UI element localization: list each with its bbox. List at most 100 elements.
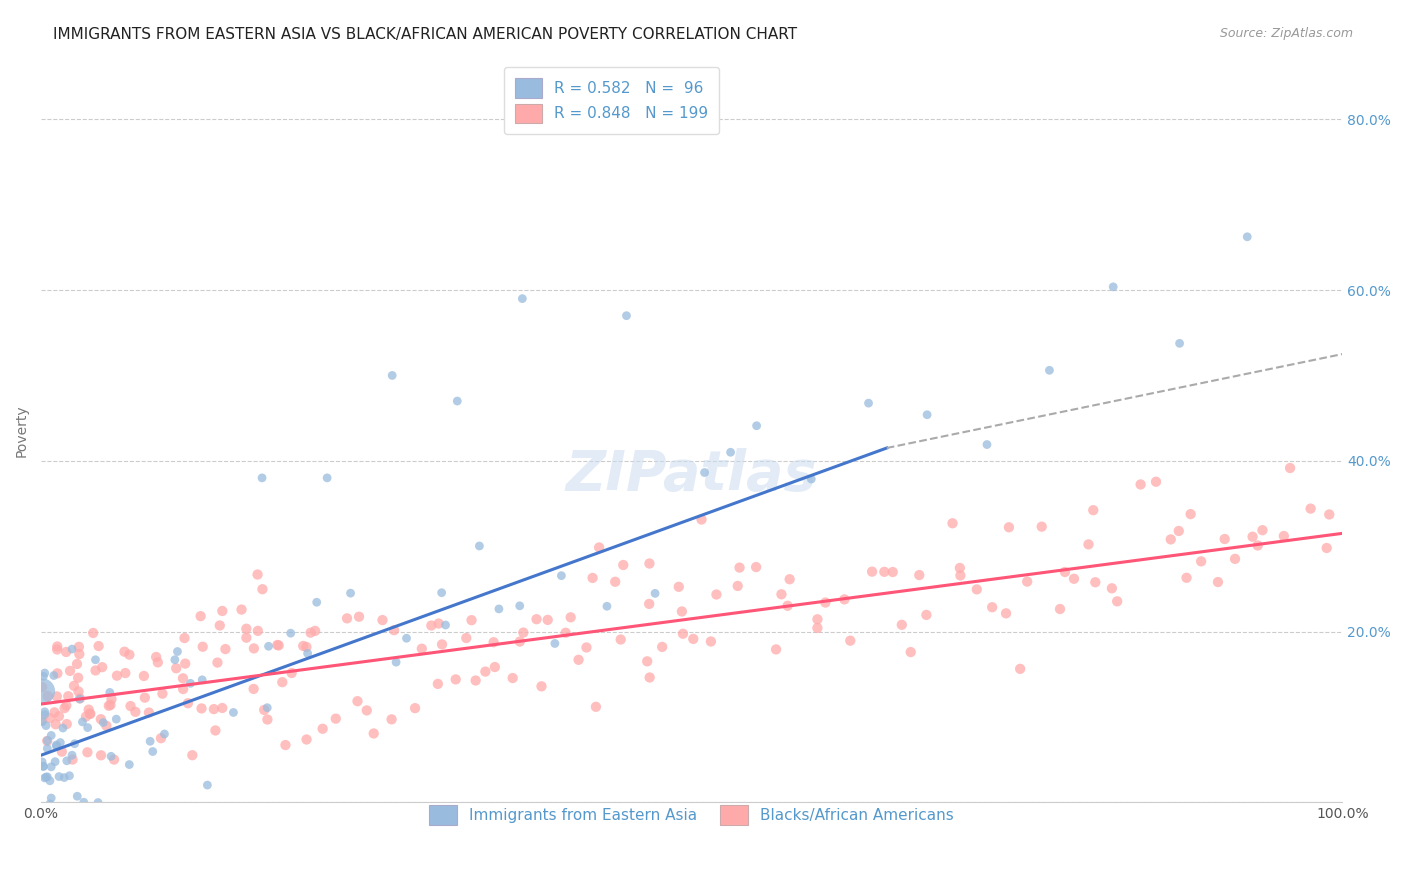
Text: IMMIGRANTS FROM EASTERN ASIA VS BLACK/AFRICAN AMERICAN POVERTY CORRELATION CHART: IMMIGRANTS FROM EASTERN ASIA VS BLACK/AF…	[53, 27, 797, 42]
Point	[153, 727, 176, 741]
Point	[31, 684, 53, 698]
Point	[311, 722, 333, 736]
Point	[502, 671, 524, 685]
Point	[214, 642, 236, 657]
Point	[839, 633, 862, 648]
Point	[1084, 575, 1107, 590]
Point	[38, 711, 60, 725]
Point	[1049, 602, 1071, 616]
Point	[39, 773, 62, 788]
Point	[242, 681, 264, 696]
Point	[426, 677, 449, 691]
Point	[770, 587, 793, 601]
Point	[363, 726, 385, 740]
Point	[32, 881, 55, 892]
Point	[860, 565, 883, 579]
Point	[280, 626, 302, 640]
Point	[668, 580, 690, 594]
Point	[297, 647, 319, 661]
Point	[211, 604, 233, 618]
Point	[39, 797, 62, 811]
Point	[636, 654, 658, 668]
Point	[55, 717, 77, 731]
Point	[430, 585, 453, 599]
Point	[1160, 533, 1182, 547]
Point	[38, 834, 60, 848]
Point	[72, 714, 94, 729]
Point	[252, 582, 274, 597]
Point	[139, 734, 162, 748]
Point	[46, 640, 69, 654]
Point	[60, 748, 83, 763]
Legend: Immigrants from Eastern Asia, Blacks/African Americans: Immigrants from Eastern Asia, Blacks/Afr…	[419, 795, 965, 836]
Point	[1102, 280, 1125, 294]
Point	[204, 723, 226, 738]
Point	[97, 698, 120, 713]
Point	[41, 816, 63, 830]
Point	[690, 512, 713, 526]
Point	[63, 737, 86, 751]
Point	[444, 673, 467, 687]
Point	[45, 690, 67, 704]
Point	[356, 703, 378, 717]
Point	[305, 595, 328, 609]
Point	[98, 685, 121, 699]
Point	[45, 739, 67, 754]
Point	[179, 676, 201, 690]
Point	[420, 618, 443, 632]
Point	[998, 520, 1021, 534]
Point	[256, 713, 278, 727]
Point	[1107, 594, 1129, 608]
Point	[1083, 503, 1105, 517]
Point	[1213, 532, 1236, 546]
Point	[114, 645, 136, 659]
Point	[304, 624, 326, 638]
Point	[720, 445, 742, 459]
Point	[118, 648, 141, 662]
Point	[67, 671, 90, 685]
Point	[42, 668, 65, 682]
Point	[138, 706, 160, 720]
Point	[34, 665, 56, 680]
Point	[858, 396, 880, 410]
Point	[411, 641, 433, 656]
Point	[84, 653, 107, 667]
Point	[231, 602, 253, 616]
Point	[385, 655, 408, 669]
Point	[58, 690, 80, 704]
Point	[67, 640, 90, 654]
Point	[588, 541, 610, 555]
Point	[163, 653, 186, 667]
Point	[44, 706, 66, 720]
Point	[66, 657, 89, 671]
Point	[995, 607, 1018, 621]
Point	[37, 741, 59, 756]
Point	[336, 611, 359, 625]
Point	[651, 640, 673, 654]
Point	[222, 706, 245, 720]
Point	[1316, 541, 1339, 555]
Point	[149, 731, 172, 746]
Point	[1144, 475, 1167, 489]
Point	[941, 516, 963, 531]
Point	[550, 568, 572, 582]
Point	[346, 694, 368, 708]
Point	[482, 635, 505, 649]
Point	[82, 626, 104, 640]
Point	[39, 728, 62, 742]
Point	[727, 579, 749, 593]
Point	[1236, 229, 1258, 244]
Point	[45, 738, 67, 752]
Point	[295, 640, 318, 654]
Point	[981, 600, 1004, 615]
Point	[1129, 477, 1152, 491]
Point	[434, 618, 457, 632]
Point	[1017, 574, 1039, 589]
Point	[37, 689, 59, 703]
Point	[915, 408, 938, 422]
Point	[381, 712, 404, 726]
Point	[316, 471, 339, 485]
Point	[1299, 501, 1322, 516]
Point	[581, 571, 603, 585]
Point	[34, 707, 56, 722]
